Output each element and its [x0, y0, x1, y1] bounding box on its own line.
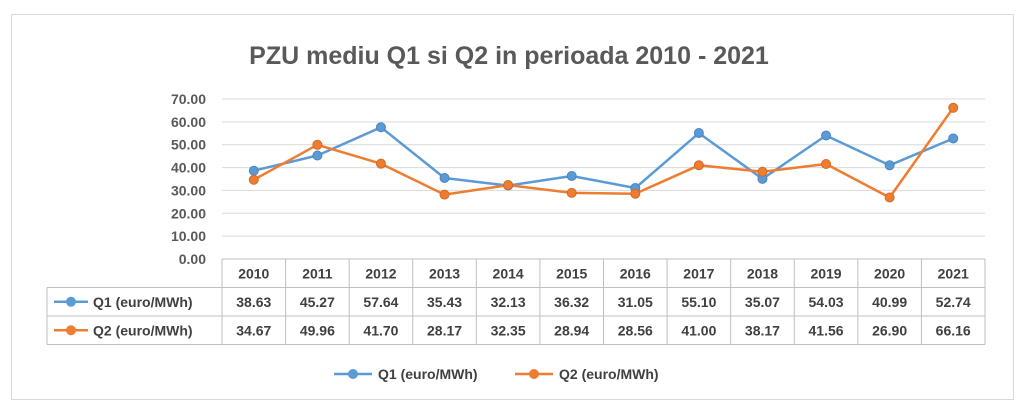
- y-tick-label: 0.00: [179, 251, 206, 267]
- data-point: [312, 139, 323, 150]
- data-label: 28.56: [618, 322, 653, 338]
- legend-label: Q2 (euro/MWh): [559, 366, 659, 382]
- data-point: [375, 122, 386, 133]
- data-point: [757, 166, 768, 177]
- x-tick-label: 2021: [938, 265, 969, 281]
- data-label: 32.13: [491, 294, 526, 310]
- table-legend-key-marker: [66, 296, 76, 307]
- data-label: 35.43: [427, 294, 462, 310]
- data-label: 32.35: [491, 322, 526, 338]
- data-point: [439, 173, 450, 184]
- y-tick-label: 40.00: [171, 160, 206, 176]
- data-label: 31.05: [618, 294, 653, 310]
- data-label: 45.27: [300, 294, 335, 310]
- chart-title: PZU mediu Q1 si Q2 in perioada 2010 - 20…: [249, 42, 769, 70]
- data-label: 57.64: [363, 294, 398, 310]
- x-tick-label: 2011: [302, 265, 333, 281]
- table-legend-key-marker: [66, 325, 76, 336]
- x-tick-label: 2015: [556, 265, 587, 281]
- data-point: [884, 192, 895, 203]
- data-label: 41.70: [363, 322, 398, 338]
- y-tick-label: 50.00: [171, 137, 206, 153]
- data-label: 40.99: [872, 294, 907, 310]
- data-point: [312, 150, 323, 161]
- data-point: [439, 189, 450, 200]
- data-point: [884, 160, 895, 171]
- data-point: [693, 128, 704, 139]
- data-label: 34.67: [236, 322, 271, 338]
- y-tick-label: 60.00: [171, 114, 206, 130]
- legend-key-marker: [529, 369, 539, 379]
- data-label: 38.17: [745, 322, 780, 338]
- table-series-name: Q1 (euro/MWh): [93, 294, 193, 310]
- x-tick-label: 2018: [747, 265, 778, 281]
- data-point: [948, 102, 959, 113]
- data-point: [503, 180, 514, 191]
- data-label: 26.90: [872, 322, 907, 338]
- data-label: 41.00: [681, 322, 716, 338]
- data-label: 28.94: [554, 322, 589, 338]
- data-label: 35.07: [745, 294, 780, 310]
- data-label: 36.32: [554, 294, 589, 310]
- series-line-1: [253, 126, 954, 190]
- y-tick-label: 30.00: [171, 182, 206, 198]
- series-line-2: [253, 107, 955, 199]
- y-tick-label: 70.00: [171, 91, 206, 107]
- x-tick-label: 2017: [683, 265, 714, 281]
- data-label: 38.63: [236, 294, 271, 310]
- data-label: 54.03: [809, 294, 844, 310]
- x-tick-label: 2016: [620, 265, 651, 281]
- x-tick-label: 2014: [493, 265, 524, 281]
- x-tick-label: 2020: [874, 265, 905, 281]
- legend-label: Q1 (euro/MWh): [378, 366, 478, 382]
- data-point: [630, 188, 641, 199]
- data-point: [821, 130, 832, 141]
- data-point: [948, 133, 959, 144]
- data-label: 55.10: [681, 294, 716, 310]
- data-point: [375, 158, 386, 169]
- legend-key-marker: [348, 369, 358, 379]
- x-tick-label: 2013: [429, 265, 460, 281]
- x-tick-label: 2019: [810, 265, 841, 281]
- data-label: 41.56: [809, 322, 844, 338]
- table-series-name: Q2 (euro/MWh): [93, 322, 193, 338]
- data-point: [566, 187, 577, 198]
- x-tick-label: 2012: [365, 265, 396, 281]
- data-label: 66.16: [936, 322, 971, 338]
- data-point: [248, 174, 259, 185]
- data-label: 28.17: [427, 322, 462, 338]
- data-point: [821, 159, 832, 170]
- x-tick-label: 2010: [238, 265, 269, 281]
- y-tick-label: 10.00: [171, 228, 206, 244]
- chart-frame: [11, 14, 1014, 400]
- data-point: [248, 165, 259, 176]
- data-label: 49.96: [300, 322, 335, 338]
- data-point: [566, 170, 577, 181]
- data-point: [693, 160, 704, 171]
- y-tick-label: 20.00: [171, 205, 206, 221]
- data-label: 52.74: [936, 294, 971, 310]
